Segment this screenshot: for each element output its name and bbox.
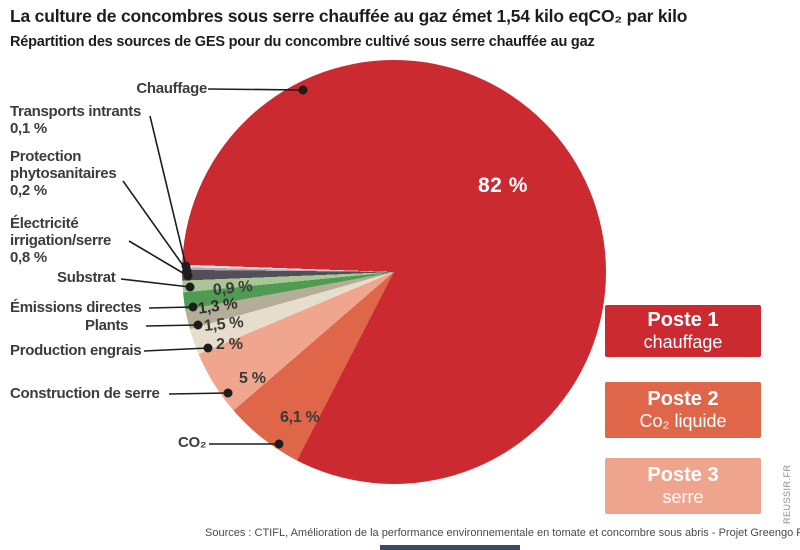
slice-value-engrais: 2 % bbox=[216, 336, 243, 353]
callout-protection: Protection phytosanitaires 0,2 % bbox=[10, 148, 117, 199]
callout-protection-value: 0,2 % bbox=[10, 182, 47, 199]
slice-value-construction: 5 % bbox=[239, 370, 266, 387]
callout-electricite: Électricité irrigation/serre 0,8 % bbox=[10, 215, 112, 266]
callout-construction: Construction de serre bbox=[10, 385, 160, 402]
legend-title: Poste 3 bbox=[647, 464, 719, 486]
leader-line-protection bbox=[122, 180, 188, 272]
callout-transports: Transports intrants 0,1 % bbox=[10, 103, 141, 137]
pie-chart bbox=[182, 60, 606, 484]
page-subtitle: Répartition des sources de GES pour du c… bbox=[10, 34, 595, 50]
legend-item-poste2: Poste 2 Co₂ liquide bbox=[605, 382, 761, 438]
slice-value-co2: 6,1 % bbox=[280, 409, 320, 426]
legend-subtitle: serre bbox=[662, 487, 704, 507]
leader-line-transports bbox=[149, 115, 187, 267]
callout-transports-value: 0,1 % bbox=[10, 120, 47, 137]
source-credit: Sources : CTIFL, Amélioration de la perf… bbox=[205, 527, 800, 539]
callout-co2: CO₂ bbox=[178, 434, 207, 451]
callout-electricite-value: 0,8 % bbox=[10, 249, 47, 266]
page-title: La culture de concombres sous serre chau… bbox=[10, 6, 688, 26]
leader-line-electricite bbox=[128, 240, 189, 277]
footer-bar bbox=[380, 545, 520, 550]
legend-subtitle: Co₂ liquide bbox=[639, 411, 727, 431]
callout-substrat: Substrat bbox=[57, 269, 116, 286]
callout-engrais: Production engrais bbox=[10, 342, 142, 359]
legend-item-poste1: Poste 1 chauffage bbox=[605, 305, 761, 357]
callout-plants: Plants bbox=[85, 317, 129, 334]
legend-title: Poste 2 bbox=[647, 388, 719, 410]
leader-line-substrat bbox=[120, 278, 191, 288]
slice-value-chauffage: 82 % bbox=[478, 174, 528, 197]
callout-emissions: Émissions directes bbox=[10, 299, 142, 316]
legend-title: Poste 1 bbox=[647, 309, 719, 331]
brand-watermark: REUSSIR.FR bbox=[782, 464, 792, 524]
legend-subtitle: chauffage bbox=[643, 332, 723, 352]
legend-item-poste3: Poste 3 serre bbox=[605, 458, 761, 514]
callout-chauffage: Chauffage bbox=[136, 80, 207, 97]
